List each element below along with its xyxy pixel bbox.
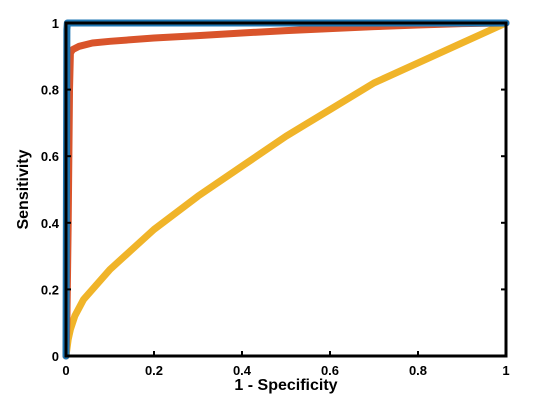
- plot-frame: [64, 21, 508, 358]
- x-tick-label: 0.8: [409, 363, 427, 378]
- x-axis-label: 1 - Specificity: [234, 377, 337, 394]
- roc-curve-2: [62, 19, 510, 360]
- y-tick-label: 0.8: [41, 83, 59, 98]
- y-tick-label: 0.2: [41, 282, 59, 297]
- series-layer: [62, 19, 510, 360]
- x-tick-label: 0.6: [321, 363, 339, 378]
- x-tick-label: 0: [62, 363, 69, 378]
- tick-layer: 0 0.2 0.4 0.6 0.8 1 0 0.2 0.4 0.6 0.8 1: [41, 16, 510, 378]
- x-tick-label: 1: [502, 363, 509, 378]
- x-tick-label: 0.4: [233, 363, 252, 378]
- y-tick-label: 1: [52, 16, 59, 31]
- y-axis-label: Sensitivity: [15, 149, 32, 229]
- roc-curve-1: [62, 19, 510, 360]
- x-tick-label: 0.2: [145, 363, 163, 378]
- y-tick-label: 0.6: [41, 149, 59, 164]
- y-tick-label: 0: [52, 349, 59, 364]
- roc-curve-3: [62, 19, 510, 360]
- y-tick-label: 0.4: [41, 216, 60, 231]
